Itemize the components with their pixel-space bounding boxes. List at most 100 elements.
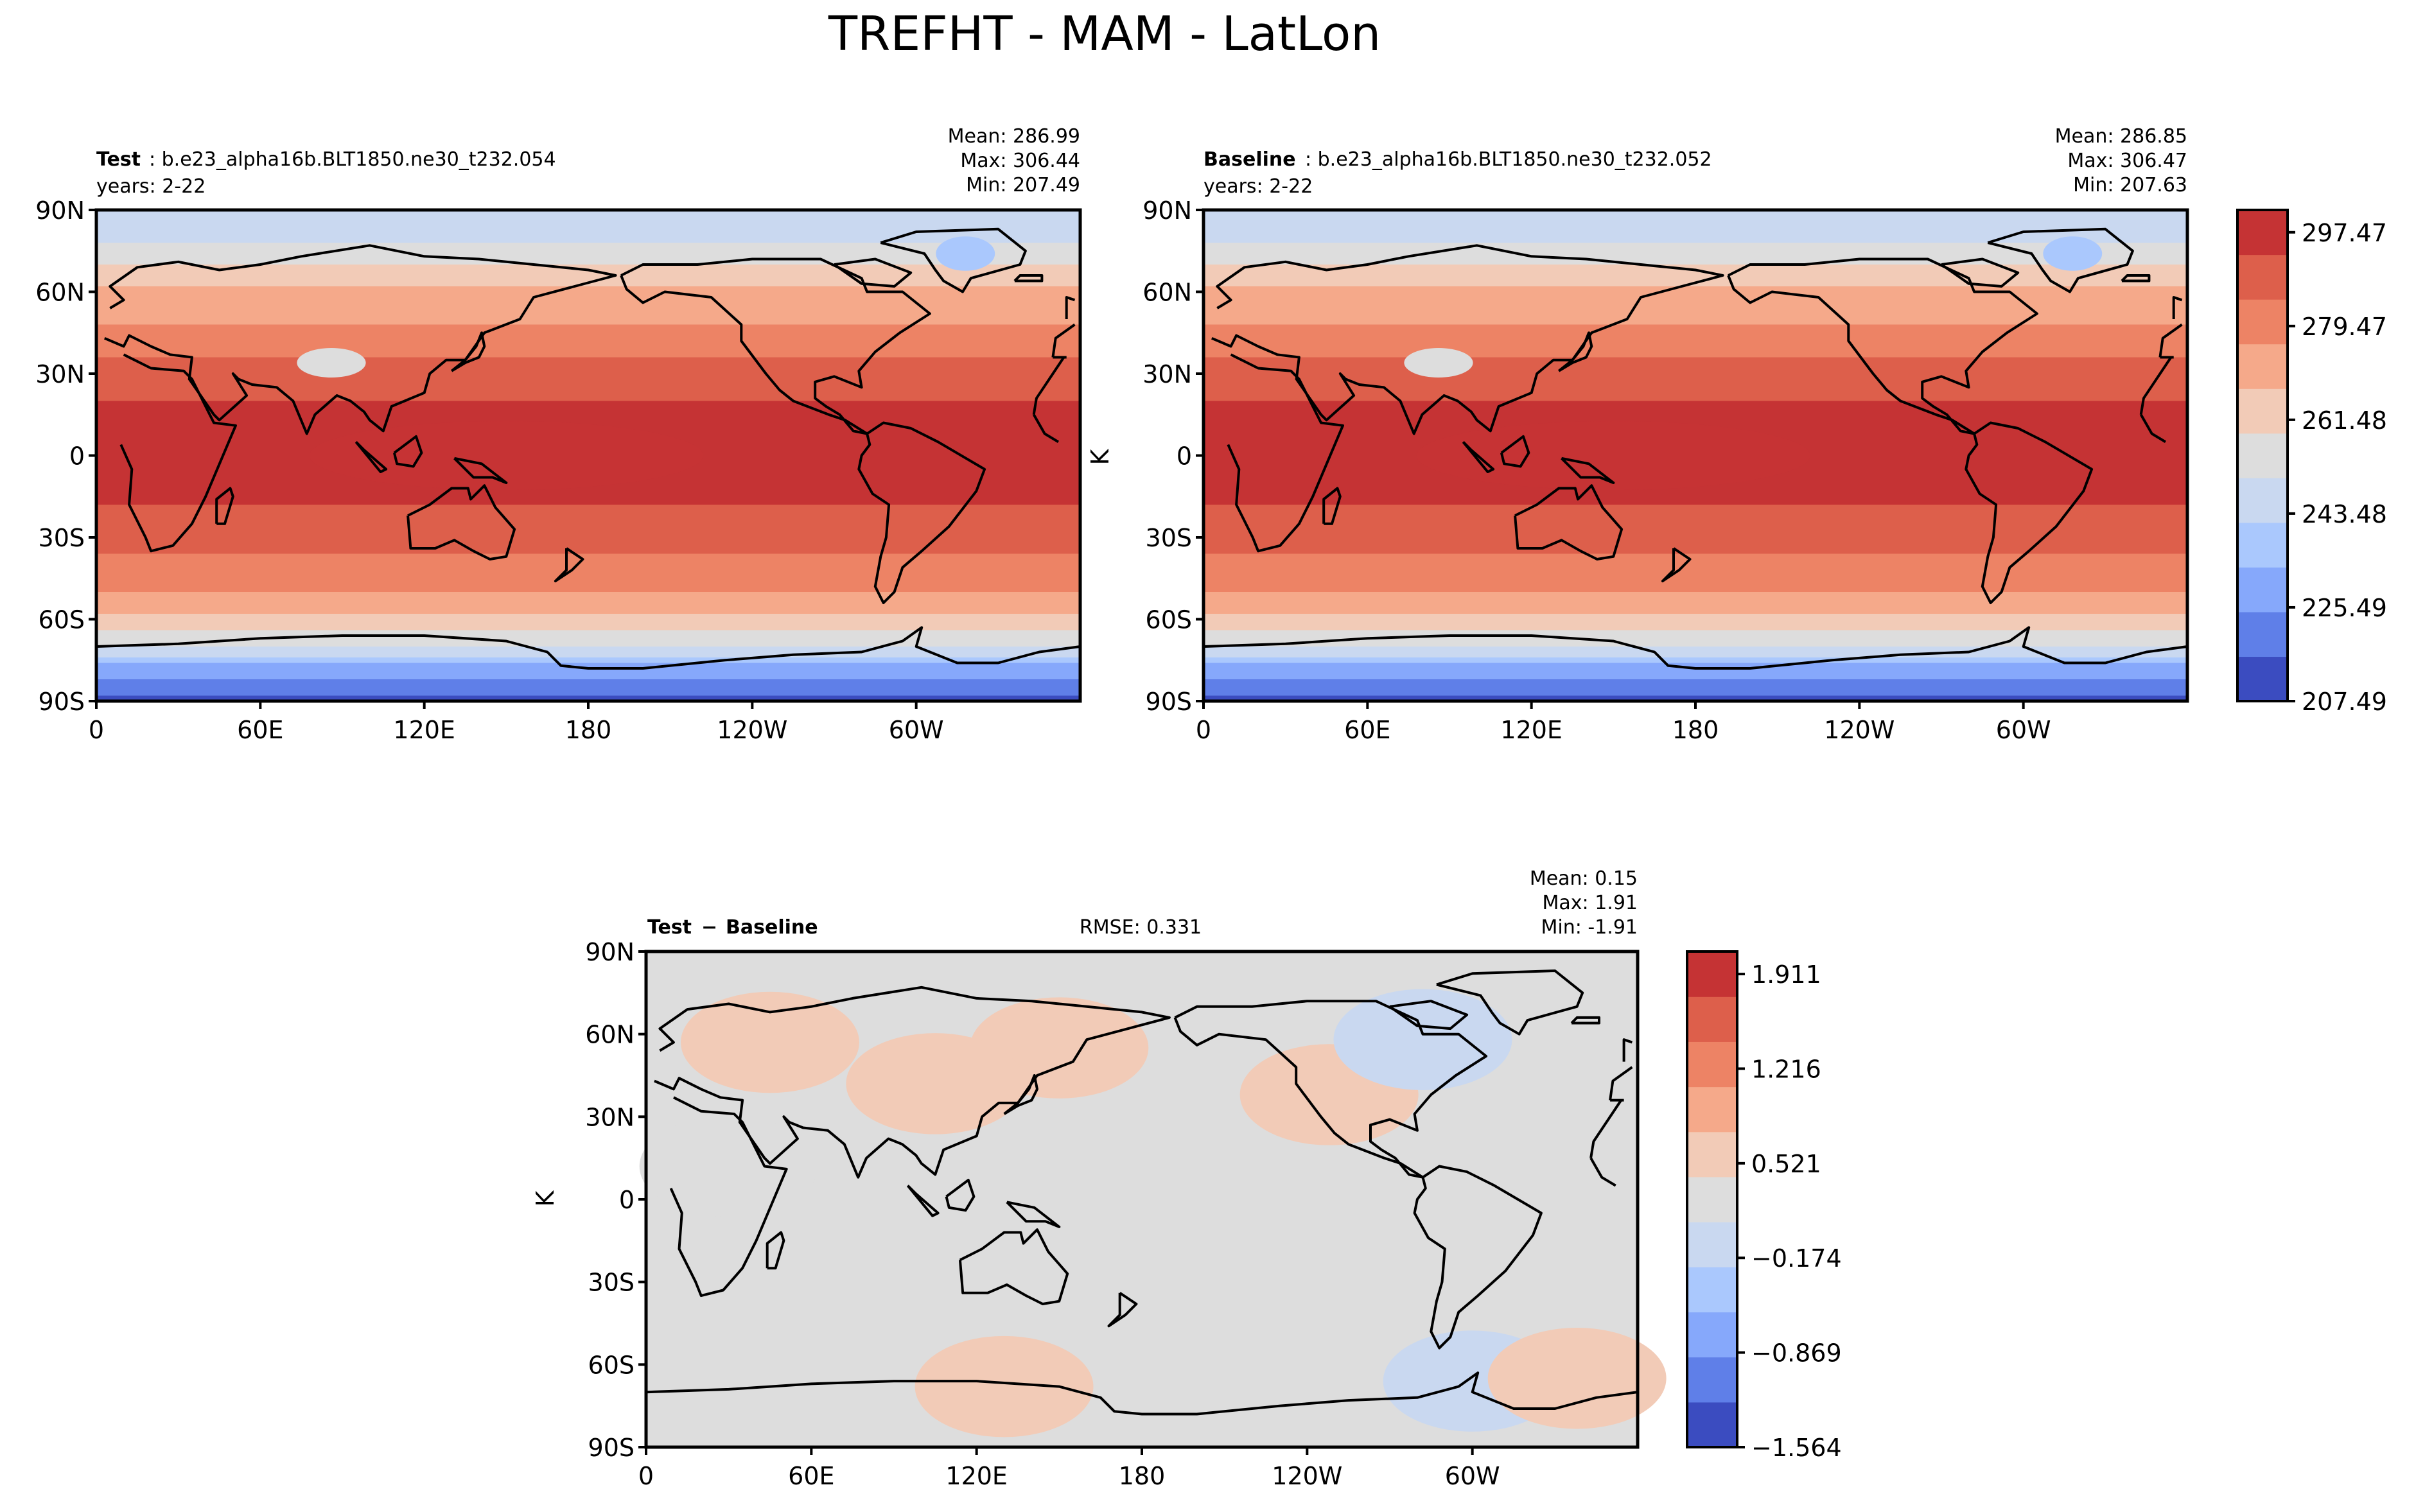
field-band bbox=[1204, 243, 2187, 249]
field-band bbox=[96, 695, 1080, 702]
warm-pool-region bbox=[1416, 421, 1810, 491]
field-band bbox=[1204, 368, 2187, 374]
field-band bbox=[96, 494, 1080, 500]
field-band bbox=[1204, 575, 2187, 582]
field-band bbox=[96, 374, 1080, 380]
field-band bbox=[96, 630, 1080, 636]
field-band bbox=[1204, 488, 2187, 494]
coastline-nz bbox=[1661, 547, 1692, 582]
field-band bbox=[1204, 313, 2187, 320]
field-band bbox=[96, 330, 1080, 336]
field-band bbox=[96, 532, 1080, 538]
coastline-greenland bbox=[1987, 227, 2134, 293]
diff-label-test: Test bbox=[647, 916, 692, 939]
coastline-australia bbox=[407, 484, 516, 560]
y-tick-label: 30S bbox=[1146, 524, 1192, 552]
y-tick-label: 60N bbox=[1142, 279, 1192, 307]
colorbar-level bbox=[1687, 1357, 1737, 1403]
baseline-years: years: 2-22 bbox=[1204, 175, 1313, 198]
anomaly-contour bbox=[846, 1033, 1025, 1134]
colorbar-tick-label: 207.49 bbox=[2302, 688, 2387, 716]
field-band bbox=[96, 641, 1080, 647]
tibet-cold-region bbox=[1404, 348, 1473, 378]
x-tick-label: 0 bbox=[1196, 716, 1211, 744]
baseline-stat-mean: Mean: 286.85 bbox=[2055, 125, 2187, 148]
baseline-stat-max: Max: 306.47 bbox=[2067, 150, 2187, 172]
coastline-nz bbox=[554, 547, 584, 582]
colorbar-level bbox=[2237, 611, 2288, 657]
full-field-colorbar bbox=[2237, 210, 2288, 702]
colorbar-level bbox=[2237, 343, 2288, 389]
y-tick-label: 90N bbox=[35, 196, 85, 225]
field-band bbox=[96, 390, 1080, 396]
field-band bbox=[96, 516, 1080, 522]
y-tick-label: 30N bbox=[1142, 360, 1192, 388]
baseline-label-bold: Baseline bbox=[1204, 148, 1296, 171]
field-band bbox=[96, 505, 1080, 511]
coastline-eurasia bbox=[654, 986, 1633, 1179]
colorbar-tick-label: −0.869 bbox=[1751, 1339, 1842, 1368]
field-band bbox=[1204, 232, 2187, 238]
field-band bbox=[1204, 663, 2187, 669]
field-band bbox=[1204, 586, 2187, 593]
field-band bbox=[96, 291, 1080, 298]
coastline-nz bbox=[1107, 1292, 1138, 1328]
field-band bbox=[96, 652, 1080, 658]
field-band bbox=[96, 341, 1080, 347]
field-band bbox=[1204, 619, 2187, 625]
test-stat-max: Max: 306.44 bbox=[960, 150, 1080, 172]
colorbar-level bbox=[2237, 433, 2288, 478]
field-band bbox=[1204, 297, 2187, 304]
coastline-baffin bbox=[1388, 1000, 1469, 1030]
field-band bbox=[1204, 254, 2187, 260]
diff-colorbar-ticks: 1.911 1.216 0.521 −0.174 −0.869 −1.564 bbox=[1737, 960, 1842, 1462]
coastline-sumatra bbox=[906, 1185, 940, 1217]
field-band bbox=[1204, 494, 2187, 500]
field-band bbox=[1204, 614, 2187, 620]
field-band bbox=[96, 368, 1080, 374]
test-y-axis: 90N 60N 30N 0 30S 60S 90S bbox=[35, 196, 96, 716]
field-band bbox=[96, 379, 1080, 385]
field-band bbox=[1204, 592, 2187, 598]
coastline-australia bbox=[1514, 484, 1624, 560]
field-band bbox=[96, 668, 1080, 675]
x-tick-label: 120E bbox=[393, 716, 455, 744]
y-tick-label: 0 bbox=[1177, 442, 1192, 471]
field-band bbox=[1204, 259, 2187, 265]
field-band bbox=[1204, 308, 2187, 315]
field-band bbox=[96, 521, 1080, 527]
colorbar-level bbox=[1687, 1176, 1737, 1222]
coastline-samerica bbox=[1965, 421, 2094, 604]
field-band bbox=[96, 679, 1080, 686]
x-tick-label: 60W bbox=[889, 716, 944, 744]
coastline-newguinea bbox=[1006, 1201, 1061, 1228]
field-band bbox=[96, 636, 1080, 642]
field-band bbox=[96, 690, 1080, 697]
field-band bbox=[96, 385, 1080, 391]
colorbar-level bbox=[2237, 299, 2288, 345]
baseline-y-axis: 90N 60N 30N 0 30S 60S 90S bbox=[1142, 196, 1204, 716]
x-tick-label: 120W bbox=[717, 716, 787, 744]
field-band bbox=[1204, 275, 2187, 282]
field-band bbox=[96, 363, 1080, 369]
field-band bbox=[1204, 248, 2187, 254]
field-band bbox=[1204, 543, 2187, 549]
field-band bbox=[1204, 690, 2187, 697]
baseline-x-axis: 0 60E 120E 180 120W 60W bbox=[1196, 701, 2051, 744]
field-band bbox=[1204, 363, 2187, 369]
y-tick-label: 90S bbox=[588, 1434, 635, 1462]
field-band bbox=[96, 614, 1080, 620]
field-band bbox=[1204, 499, 2187, 505]
x-tick-label: 180 bbox=[1672, 716, 1719, 744]
colorbar-level bbox=[2237, 656, 2288, 702]
colorbar-level bbox=[1687, 1131, 1737, 1177]
field-band bbox=[1204, 215, 2187, 222]
field-band bbox=[1204, 335, 2187, 342]
colorbar-tick-label: 243.48 bbox=[2302, 500, 2387, 528]
coastline-greenland bbox=[1436, 969, 1584, 1036]
anomaly-contour bbox=[1487, 1328, 1667, 1429]
colorbar-tick-label: 1.216 bbox=[1751, 1055, 1821, 1083]
test-label-text: : b.e23_alpha16b.BLT1850.ne30_t232.054 bbox=[149, 148, 556, 171]
colorbar-tick-label: 297.47 bbox=[2302, 219, 2387, 247]
